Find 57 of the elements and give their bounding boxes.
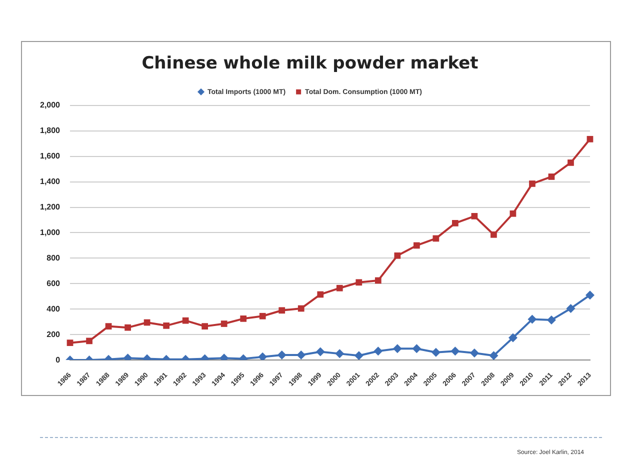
point [431,348,440,357]
point [374,346,383,356]
y-tick-label: 1,800 [40,126,61,136]
point [220,320,228,327]
point [432,235,440,242]
point [470,348,479,358]
point [586,290,594,300]
y-tick-label: 600 [46,278,61,288]
point [392,344,402,354]
point [374,277,382,284]
point [548,174,555,180]
point [471,212,478,220]
point [528,314,537,324]
point [356,279,362,286]
point [317,291,324,298]
point [240,315,247,322]
point [259,312,266,320]
y-tick-label: 1,200 [40,202,61,212]
point [450,346,460,356]
y-tick-label: 1,000 [40,228,61,237]
y-tick-label: 200 [46,330,61,339]
point [510,210,516,217]
point [86,338,92,344]
point [258,352,268,360]
point [546,315,556,324]
point [529,180,536,187]
chart-title: Chinese whole milk powder market [142,54,478,74]
point [336,284,343,292]
point [105,323,112,330]
point [568,160,574,166]
point [508,333,518,342]
point [124,324,131,331]
point [566,304,576,313]
point [66,340,74,346]
point [182,317,189,324]
point [489,351,498,360]
point [413,242,420,249]
point [335,349,344,358]
y-tick-label: 0 [56,355,61,364]
y-tick-label: 1,400 [40,177,61,186]
point [278,307,286,314]
point [394,252,401,259]
point [490,231,497,238]
point [298,305,304,312]
point [163,322,170,329]
point [354,351,364,360]
point [452,220,458,226]
y-tick-label: 2,000 [40,100,61,110]
point [202,323,208,330]
y-tick-label: 800 [46,253,61,262]
point [316,347,325,356]
point [586,136,594,142]
point [277,350,286,360]
point [412,344,422,354]
point [296,350,306,360]
y-tick-label: 1,600 [40,152,61,161]
y-tick-label: 400 [46,304,61,314]
